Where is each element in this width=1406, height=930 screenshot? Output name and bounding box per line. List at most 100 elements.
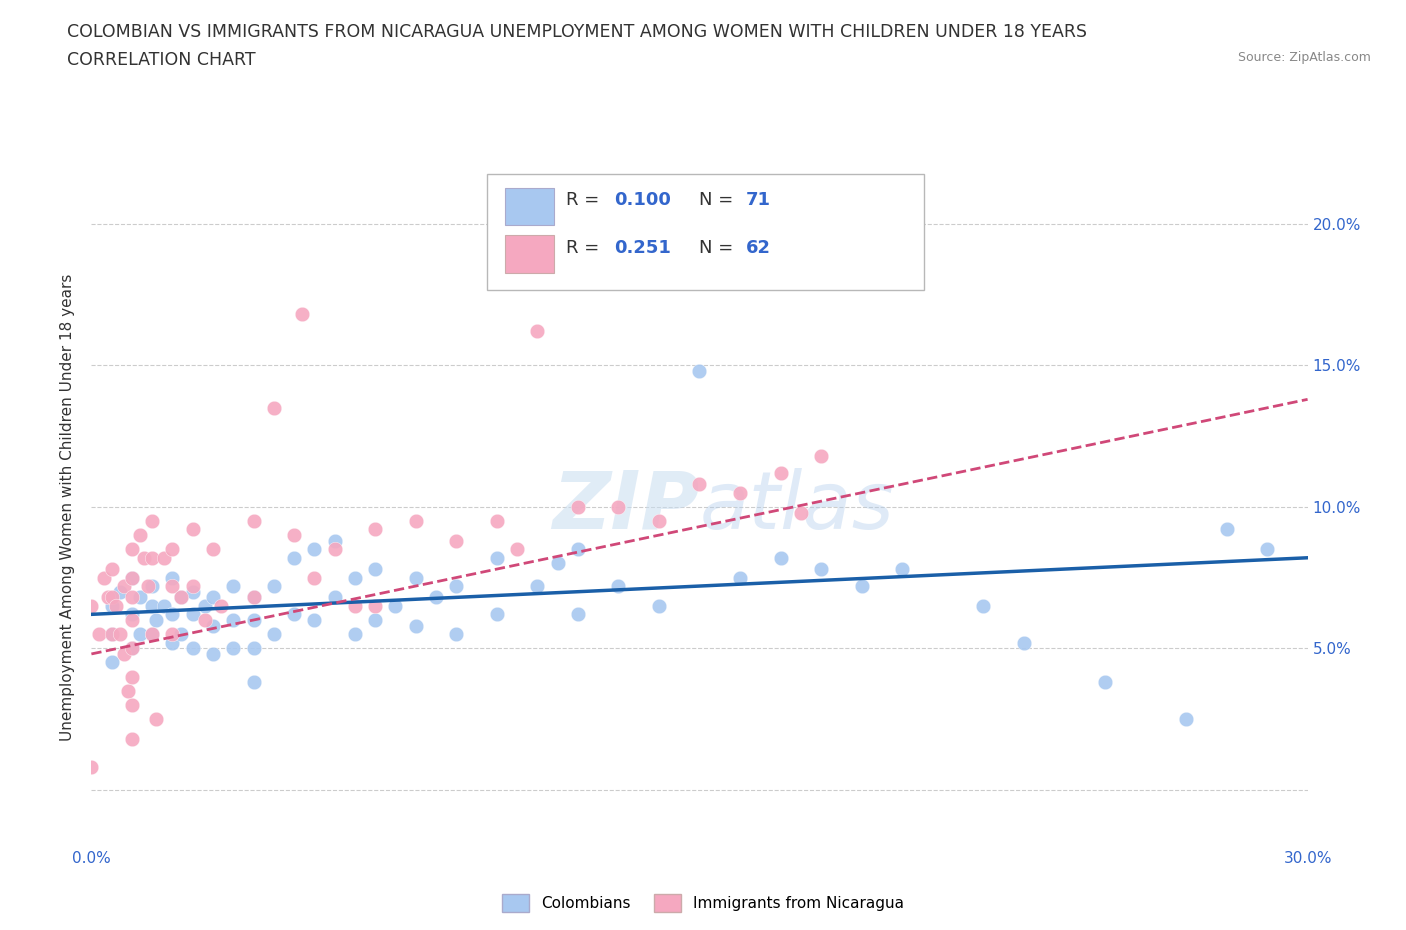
Point xyxy=(304,570,326,585)
Point xyxy=(121,607,143,622)
Point xyxy=(688,364,710,379)
Bar xyxy=(505,235,554,272)
Point xyxy=(202,618,225,633)
Point xyxy=(108,584,131,599)
Point xyxy=(242,675,264,690)
Point xyxy=(121,698,143,712)
Point xyxy=(242,513,264,528)
Point xyxy=(121,731,143,746)
Point xyxy=(141,627,163,642)
Point xyxy=(169,590,191,604)
Point xyxy=(283,551,305,565)
Point xyxy=(444,627,467,642)
Point xyxy=(567,607,589,622)
Point xyxy=(405,513,427,528)
Point xyxy=(567,499,589,514)
Point xyxy=(242,641,264,656)
Point xyxy=(343,598,366,613)
Point xyxy=(162,627,184,642)
Point xyxy=(141,627,163,642)
Point xyxy=(222,613,245,628)
Point xyxy=(108,627,131,642)
Point xyxy=(1215,522,1237,537)
Point xyxy=(121,542,143,557)
Point xyxy=(607,499,630,514)
Point xyxy=(141,551,163,565)
Point xyxy=(169,590,191,604)
Point xyxy=(136,578,159,593)
Point xyxy=(181,584,204,599)
Point xyxy=(851,578,873,593)
Point xyxy=(162,542,184,557)
Point xyxy=(181,578,204,593)
Point xyxy=(242,613,264,628)
Text: 71: 71 xyxy=(745,191,770,209)
Point xyxy=(121,570,143,585)
Point xyxy=(323,590,346,604)
Point xyxy=(162,570,184,585)
Point xyxy=(202,590,225,604)
Point xyxy=(141,513,163,528)
Point xyxy=(153,551,176,565)
Point xyxy=(1094,675,1116,690)
Point xyxy=(97,590,120,604)
Point xyxy=(283,607,305,622)
Point xyxy=(162,578,184,593)
Point xyxy=(444,534,467,549)
Point xyxy=(425,590,447,604)
Point xyxy=(202,542,225,557)
Text: N =: N = xyxy=(699,238,740,257)
Point xyxy=(810,562,832,577)
Point xyxy=(194,613,217,628)
Point xyxy=(153,598,176,613)
Point xyxy=(648,513,671,528)
Point xyxy=(121,670,143,684)
Point xyxy=(405,618,427,633)
Point xyxy=(162,635,184,650)
Point xyxy=(121,613,143,628)
Text: 0.251: 0.251 xyxy=(614,238,671,257)
Point xyxy=(117,684,139,698)
Text: 62: 62 xyxy=(745,238,770,257)
Point xyxy=(304,613,326,628)
Point xyxy=(121,570,143,585)
Point xyxy=(1175,711,1198,726)
Point xyxy=(89,627,111,642)
Legend: Colombians, Immigrants from Nicaragua: Colombians, Immigrants from Nicaragua xyxy=(495,888,911,918)
Point xyxy=(80,598,103,613)
Text: R =: R = xyxy=(565,191,605,209)
Point xyxy=(104,598,127,613)
Point xyxy=(547,556,569,571)
Point xyxy=(343,627,366,642)
Point xyxy=(485,551,508,565)
Point xyxy=(728,570,751,585)
Point xyxy=(851,222,873,237)
Point xyxy=(405,570,427,585)
Point xyxy=(112,646,135,661)
Point xyxy=(121,641,143,656)
Point xyxy=(263,627,285,642)
Point xyxy=(1012,635,1035,650)
Point xyxy=(769,466,792,481)
Text: COLOMBIAN VS IMMIGRANTS FROM NICARAGUA UNEMPLOYMENT AMONG WOMEN WITH CHILDREN UN: COLOMBIAN VS IMMIGRANTS FROM NICARAGUA U… xyxy=(67,23,1087,41)
Point xyxy=(129,590,152,604)
Point xyxy=(141,598,163,613)
Point xyxy=(121,641,143,656)
Point xyxy=(769,551,792,565)
Point xyxy=(129,627,152,642)
Point xyxy=(145,613,167,628)
Point xyxy=(222,578,245,593)
Point xyxy=(444,578,467,593)
Point xyxy=(209,598,232,613)
Point xyxy=(222,641,245,656)
Point xyxy=(242,590,264,604)
Point xyxy=(526,578,548,593)
Point xyxy=(972,598,994,613)
Text: ZIP: ZIP xyxy=(553,468,699,546)
Point xyxy=(242,590,264,604)
Point xyxy=(567,542,589,557)
Point xyxy=(364,562,387,577)
FancyBboxPatch shape xyxy=(486,174,925,289)
Point xyxy=(100,627,122,642)
Point xyxy=(181,522,204,537)
